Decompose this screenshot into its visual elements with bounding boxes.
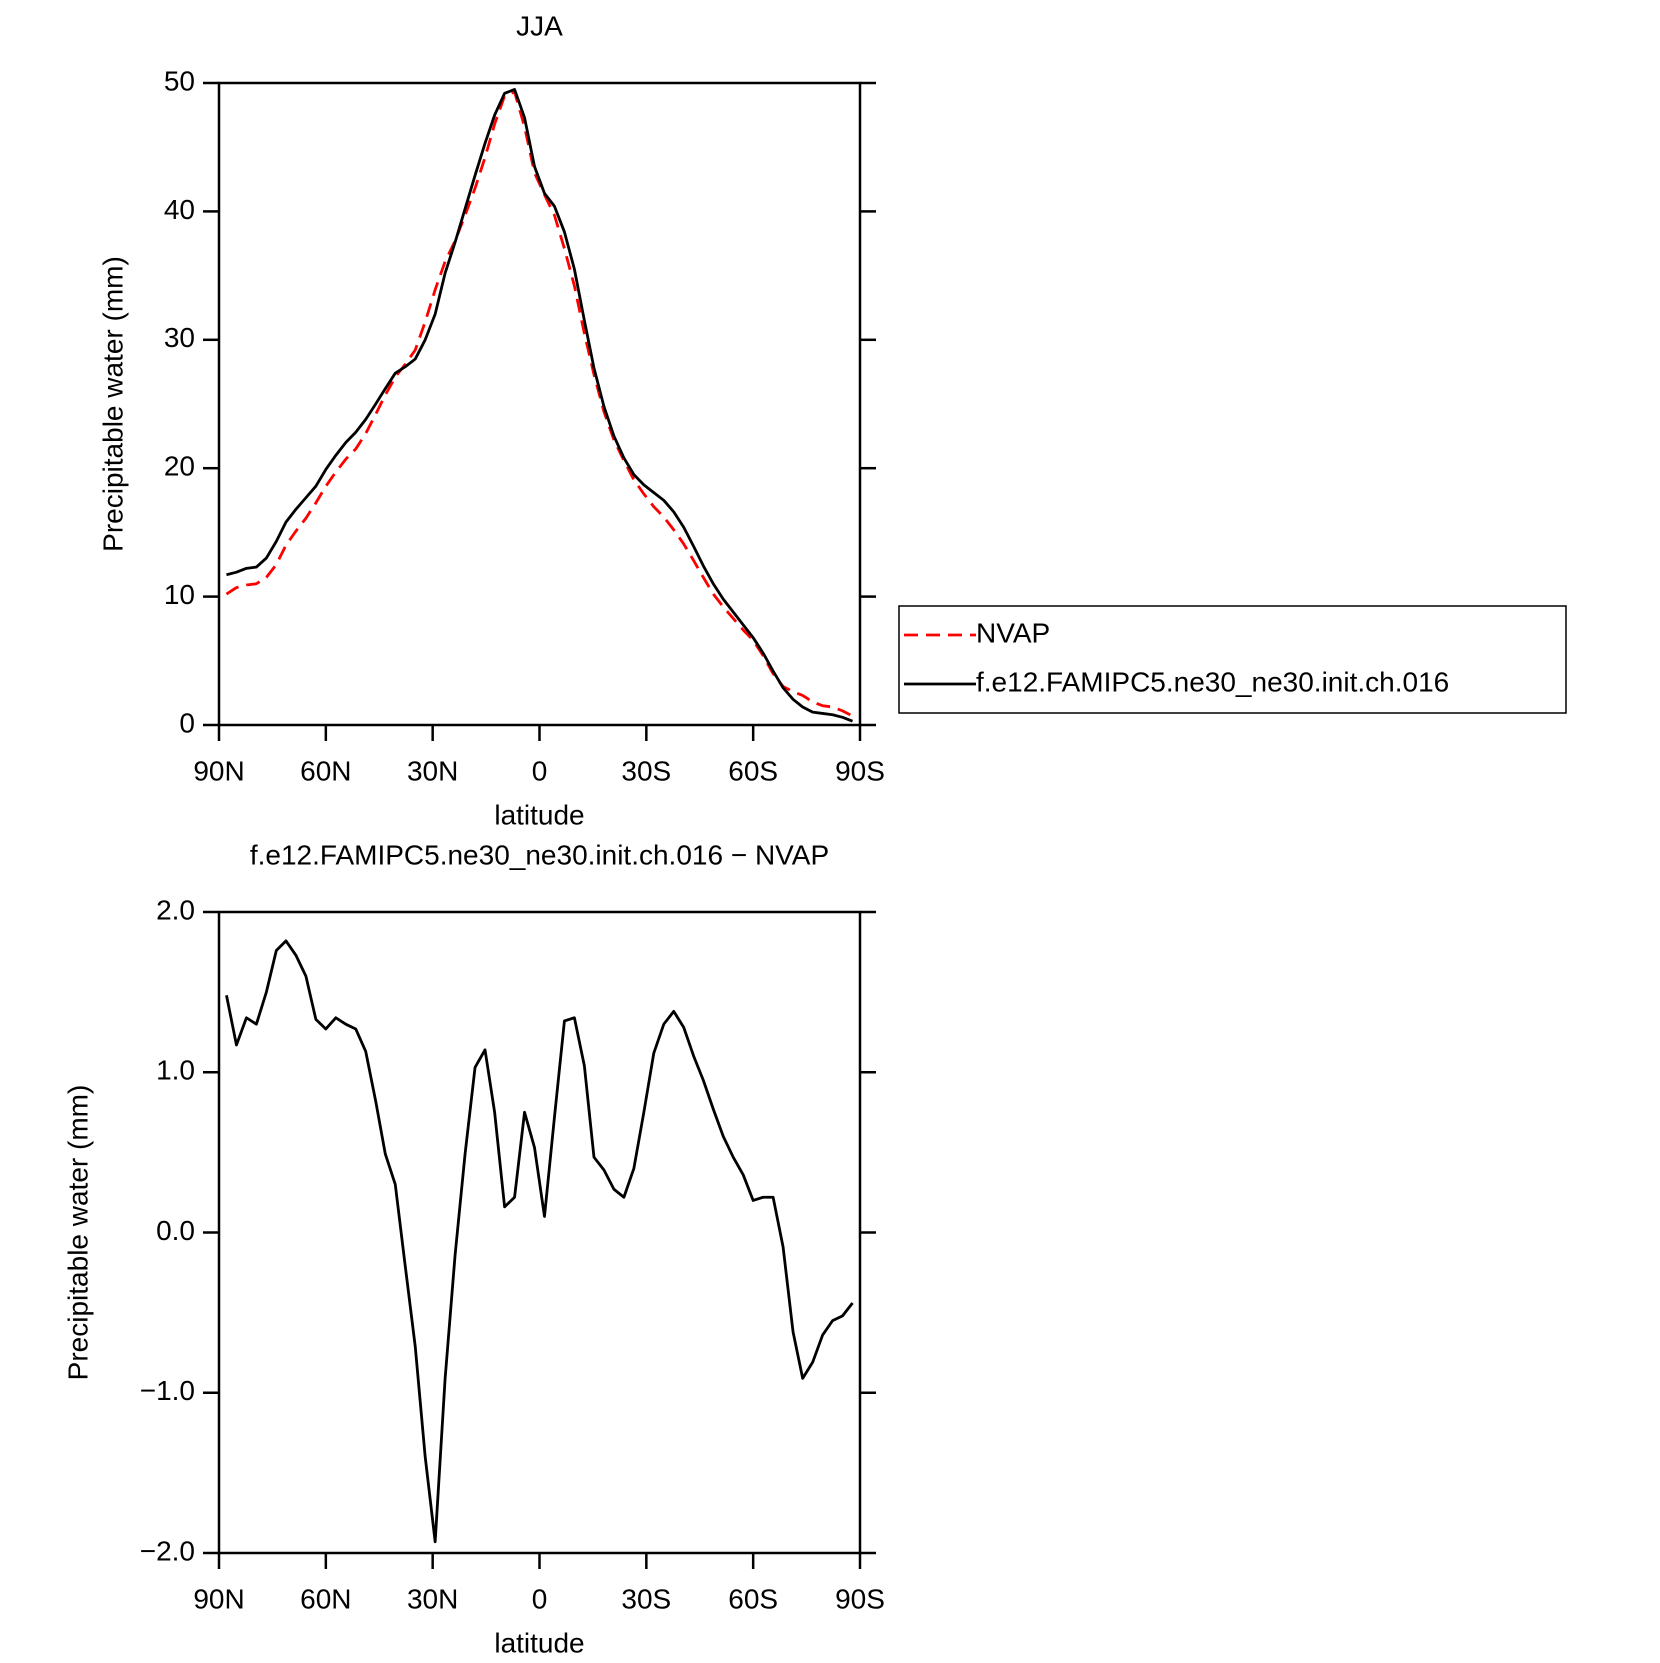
x-tick-label: 0 — [532, 755, 548, 786]
x-tick-label: 30S — [621, 755, 671, 786]
chart-title: JJA — [516, 10, 563, 41]
chart-title: f.e12.FAMIPC5.ne30_ne30.init.ch.016 − NV… — [250, 839, 829, 870]
legend-box — [898, 605, 1567, 714]
x-tick-label: 90N — [193, 755, 244, 786]
x-tick-label: 60N — [300, 1583, 351, 1614]
x-axis-label: latitude — [494, 799, 584, 830]
x-tick-label: 0 — [532, 1583, 548, 1614]
data-line — [225, 90, 854, 718]
data-line — [226, 88, 854, 723]
x-tick-label: 90N — [193, 1583, 244, 1614]
x-tick-label: 60S — [728, 755, 778, 786]
y-tick-label: 1.0 — [156, 1055, 195, 1086]
x-axis-label: latitude — [494, 1627, 584, 1658]
x-tick-label: 90S — [835, 1583, 885, 1614]
y-tick-label: 40 — [164, 194, 195, 225]
y-tick-label: 0 — [179, 707, 195, 738]
data-line — [225, 939, 854, 1544]
y-tick-label: 2.0 — [156, 894, 195, 925]
legend-label: NVAP — [976, 617, 1050, 648]
x-tick-label: 30N — [407, 1583, 458, 1614]
y-tick-label: 10 — [164, 579, 195, 610]
y-tick-label: −2.0 — [140, 1535, 195, 1566]
x-tick-label: 30S — [621, 1583, 671, 1614]
y-tick-label: 20 — [164, 451, 195, 482]
x-tick-label: 60N — [300, 755, 351, 786]
x-tick-label: 90S — [835, 755, 885, 786]
y-tick-label: 0.0 — [156, 1215, 195, 1246]
y-tick-label: 50 — [164, 65, 195, 96]
x-tick-label: 60S — [728, 1583, 778, 1614]
plot-frame — [217, 910, 862, 1555]
x-tick-label: 30N — [407, 755, 458, 786]
legend-label: f.e12.FAMIPC5.ne30_ne30.init.ch.016 — [976, 666, 1449, 697]
y-tick-label: −1.0 — [140, 1375, 195, 1406]
y-tick-label: 30 — [164, 322, 195, 353]
y-axis-label: Precipitable water (mm) — [97, 256, 128, 552]
y-axis-label: Precipitable water (mm) — [62, 1085, 93, 1381]
